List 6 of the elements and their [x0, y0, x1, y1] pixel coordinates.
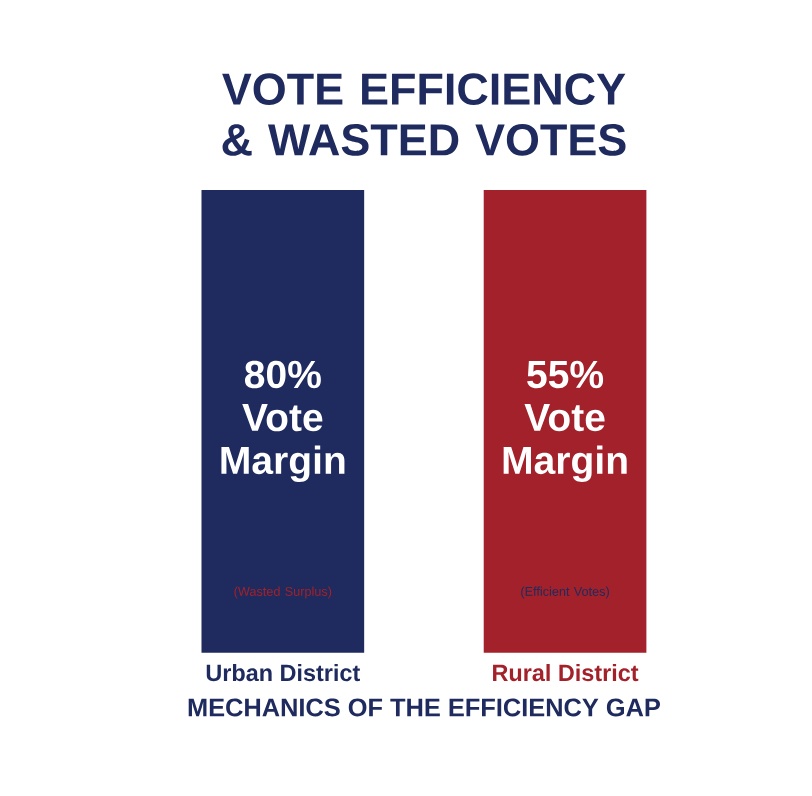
x-axis-title: MECHANICS OF THE EFFICIENCY GAP [188, 698, 660, 717]
x-tick-label: Rural District [493, 664, 639, 682]
annotation: 80% Vote Margin [221, 360, 345, 483]
x-tick-label: Urban District [206, 664, 360, 682]
chart-title: VOTE EFFICIENCY & WASTED VOTES [222, 73, 626, 156]
annotation: 55% Vote Margin [503, 360, 627, 483]
